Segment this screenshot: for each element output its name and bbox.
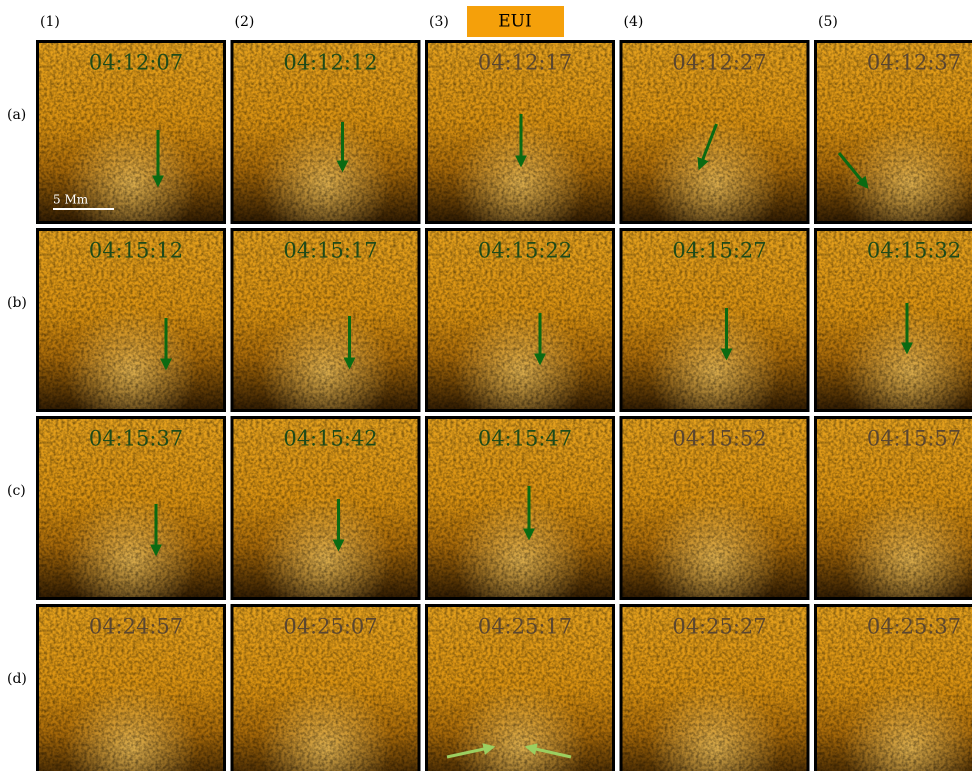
image-panel: 04:12:17: [425, 40, 615, 224]
timestamp: 04:15:52: [672, 427, 766, 451]
panel-border: [230, 416, 421, 600]
arrow: [524, 743, 572, 759]
image-panel: 04:24:57: [36, 604, 226, 771]
column-label: (2): [235, 14, 255, 30]
panel-noise: [36, 416, 226, 600]
image-panel: 04:12:27: [619, 40, 810, 224]
image-panel: 04:15:22: [425, 228, 615, 412]
panel-border: [425, 228, 615, 412]
panel-noise: [619, 416, 810, 600]
image-panel: 04:15:27: [619, 228, 810, 412]
timestamp: 04:12:17: [478, 51, 572, 75]
timestamp: 04:15:17: [283, 239, 377, 263]
timestamp: 04:25:07: [283, 615, 377, 639]
panel-border: [619, 416, 810, 600]
image-panel: 04:12:07 5 Mm: [36, 40, 226, 224]
timestamp: 04:15:32: [867, 239, 961, 263]
image-panel: 04:15:42: [230, 416, 421, 600]
timestamp: 04:12:37: [867, 51, 961, 75]
timestamp: 04:15:57: [867, 427, 961, 451]
timestamp: 04:12:12: [283, 51, 377, 75]
panel-noise: [425, 604, 615, 771]
panel-noise: [36, 604, 226, 771]
image-panel: 04:25:07: [230, 604, 421, 771]
timestamp: 04:15:12: [89, 239, 183, 263]
image-panel: 04:25:37: [814, 604, 972, 771]
image-panel: 04:12:12: [230, 40, 421, 224]
timestamp: 04:15:42: [283, 427, 377, 451]
panel-noise: [814, 40, 972, 224]
panel-border: [814, 228, 972, 412]
timestamp: 04:15:37: [89, 427, 183, 451]
panel-border: [230, 604, 421, 771]
timestamp: 04:25:37: [867, 615, 961, 639]
arrow: [837, 152, 869, 189]
panel-noise: [230, 416, 421, 600]
panel-noise: [230, 228, 421, 412]
panel-border: [230, 40, 421, 224]
panel-noise: [814, 416, 972, 600]
panel-noise: [425, 416, 615, 600]
timestamp: 04:15:47: [478, 427, 572, 451]
panel-noise: [814, 228, 972, 412]
scale-bar-label: 5 Mm: [53, 193, 89, 207]
image-panel: 04:25:27: [619, 604, 810, 771]
row-label: (b): [7, 295, 27, 311]
panel-border: [36, 604, 226, 771]
panel-noise: [814, 604, 972, 771]
timestamp: 04:12:07: [89, 51, 183, 75]
column-label: (4): [624, 14, 644, 30]
timestamp: 04:25:17: [478, 615, 572, 639]
image-panel: 04:12:37: [814, 40, 972, 224]
panel-noise: [36, 40, 226, 224]
timestamp: 04:15:27: [672, 239, 766, 263]
image-panel: 04:15:17: [230, 228, 421, 412]
timestamp: 04:12:27: [672, 51, 766, 75]
panel-border: [814, 604, 972, 771]
arrow: [446, 743, 496, 759]
panel-noise: [619, 604, 810, 771]
row-label: (a): [7, 107, 26, 123]
image-panel: 04:25:17: [425, 604, 615, 771]
column-label: (5): [818, 14, 838, 30]
panel-border: [230, 228, 421, 412]
column-label: (1): [40, 14, 60, 30]
panel-border: [36, 416, 226, 600]
image-panel: 04:15:47: [425, 416, 615, 600]
panel-border: [619, 40, 810, 224]
instrument-badge: [467, 6, 564, 37]
panel-border: [619, 604, 810, 771]
timestamp: 04:15:22: [478, 239, 572, 263]
panel-noise: [36, 228, 226, 412]
timestamp: 04:24:57: [89, 615, 183, 639]
panel-border: [619, 228, 810, 412]
timestamp: 04:25:27: [672, 615, 766, 639]
row-label: (d): [7, 671, 27, 687]
panel-border: [425, 416, 615, 600]
column-label: (3): [429, 14, 449, 30]
row-label: (c): [7, 483, 26, 499]
panel-border: [36, 40, 226, 224]
panel-border: [814, 416, 972, 600]
image-panel: 04:15:12: [36, 228, 226, 412]
image-panel: 04:15:52: [619, 416, 810, 600]
panel-noise: [230, 604, 421, 771]
instrument-label: EUI: [498, 12, 531, 32]
panel-noise: [230, 40, 421, 224]
panel-noise: [425, 228, 615, 412]
panel-border: [425, 40, 615, 224]
image-panel: 04:15:57: [814, 416, 972, 600]
image-panel: 04:15:32: [814, 228, 972, 412]
panel-border: [814, 40, 972, 224]
arrow: [697, 123, 718, 171]
panel-border: [425, 604, 615, 771]
panel-noise: [619, 228, 810, 412]
image-panel: 04:15:37: [36, 416, 226, 600]
panel-border: [36, 228, 226, 412]
